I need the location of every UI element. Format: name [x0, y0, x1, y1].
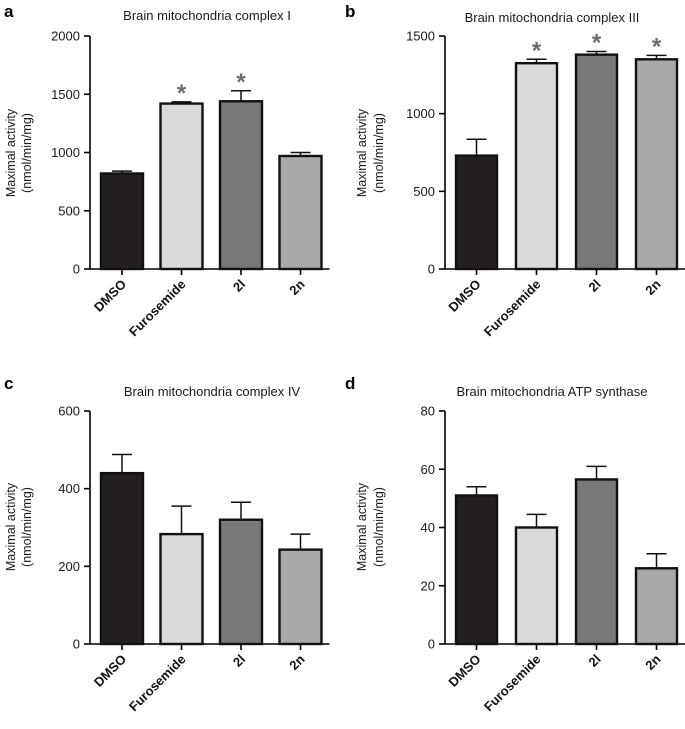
bar-2n	[278, 154, 323, 271]
bar-2l	[218, 518, 264, 646]
chart-title: Brain mitochondria complex I	[123, 8, 291, 23]
x-tick-label: 2n	[286, 651, 307, 672]
x-tick-label: 2n	[642, 651, 663, 672]
y-tick-label: 1000	[51, 145, 80, 160]
chart-title: Brain mitochondria complex III	[465, 10, 640, 25]
y-tick-label: 40	[421, 520, 435, 535]
x-tick-label: Furosemide	[481, 652, 544, 715]
y-tick-label: 0	[73, 637, 80, 652]
y-tick-label: 0	[428, 262, 435, 277]
y-tick-label: 0	[428, 637, 435, 652]
bar-dmso	[454, 154, 499, 271]
y-tick-label: 200	[58, 559, 80, 574]
significance-asterisk: *	[177, 80, 187, 107]
bar-2l	[574, 478, 619, 646]
y-tick-label: 1500	[406, 29, 435, 44]
y-axis-label-units: (nmol/min/mg)	[20, 113, 34, 193]
bar-2n	[634, 567, 679, 646]
y-axis-label-units: (nmol/min/mg)	[372, 487, 386, 567]
y-tick-label: 80	[421, 404, 435, 419]
y-axis-label: Maximal activity	[355, 482, 369, 571]
chart-panel-c: c Brain mitochondria complex IV Maximal ac…	[4, 374, 330, 714]
chart-panel-a: a Brain mitochondria complex I Maximal act…	[4, 2, 330, 339]
y-tick-label: 500	[58, 203, 80, 218]
bar-2l	[218, 100, 264, 271]
bar-furosemide	[159, 532, 204, 646]
y-tick-label: 2000	[51, 29, 80, 44]
bar-furosemide	[514, 526, 559, 646]
x-tick-label: 2l	[230, 652, 248, 670]
bar-2n	[634, 58, 679, 271]
bar-2n	[278, 548, 323, 646]
x-tick-label: 2l	[585, 652, 603, 670]
panel-letter: c	[4, 374, 13, 393]
x-tick-label: DMSO	[445, 652, 483, 690]
y-axis-label: Maximal activity	[355, 108, 369, 197]
y-axis-label: Maximal activity	[4, 482, 18, 571]
x-tick-label: DMSO	[91, 277, 129, 315]
significance-asterisk: *	[592, 30, 602, 57]
chart-title: Brain mitochondria ATP synthase	[456, 384, 647, 399]
significance-asterisk: *	[532, 37, 542, 64]
x-tick-label: Furosemide	[126, 652, 189, 715]
x-tick-label: 2n	[286, 276, 307, 297]
chart-panel-b: b Brain mitochondria complex III Maximal a…	[345, 2, 685, 339]
y-tick-label: 500	[413, 184, 435, 199]
x-tick-label: 2n	[642, 276, 663, 297]
panel-letter: d	[345, 374, 355, 393]
bar-2l	[574, 53, 619, 271]
x-tick-label: 2l	[230, 277, 248, 295]
y-axis-label-units: (nmol/min/mg)	[372, 113, 386, 193]
x-tick-label: DMSO	[445, 277, 483, 315]
y-tick-label: 600	[58, 404, 80, 419]
panel-letter: b	[345, 2, 355, 21]
x-tick-label: Furosemide	[126, 277, 189, 340]
y-tick-label: 400	[58, 481, 80, 496]
y-tick-label: 1000	[406, 106, 435, 121]
bar-dmso	[99, 172, 145, 271]
y-axis-label-units: (nmol/min/mg)	[20, 487, 34, 567]
bar-furosemide	[514, 61, 559, 271]
y-tick-label: 20	[421, 578, 435, 593]
y-tick-label: 1500	[51, 87, 80, 102]
y-tick-label: 0	[73, 262, 80, 277]
y-axis-label: Maximal activity	[4, 108, 18, 197]
bar-dmso	[454, 494, 499, 646]
x-tick-label: Furosemide	[481, 277, 544, 340]
chart-panel-d: d Brain mitochondria ATP synthase Maximal …	[345, 374, 685, 714]
x-tick-label: 2l	[585, 277, 603, 295]
chart-title: Brain mitochondria complex IV	[124, 384, 301, 399]
significance-asterisk: *	[236, 69, 246, 96]
bar-dmso	[99, 471, 145, 646]
x-tick-label: DMSO	[91, 652, 129, 690]
panel-letter: a	[4, 2, 14, 21]
bar-furosemide	[159, 102, 204, 271]
significance-asterisk: *	[652, 33, 662, 60]
y-tick-label: 60	[421, 462, 435, 477]
